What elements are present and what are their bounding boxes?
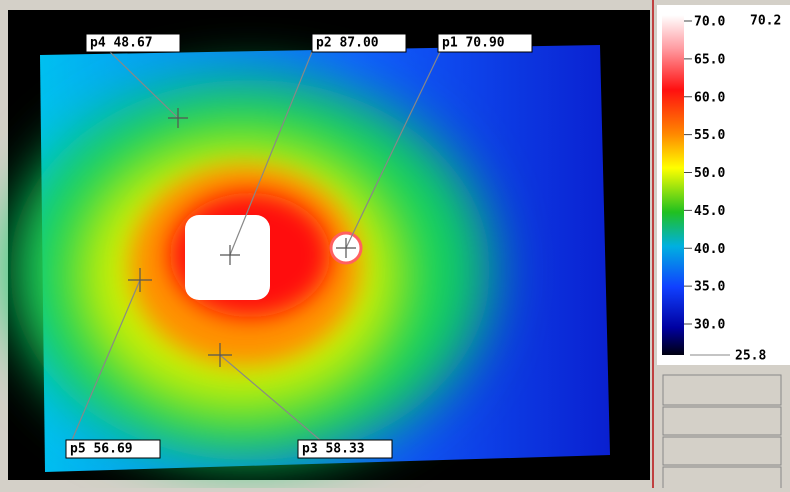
- info-box: [662, 436, 782, 466]
- info-boxes: [662, 374, 782, 492]
- crosshairs: [128, 108, 356, 367]
- crosshair: [168, 108, 188, 128]
- tick-label: 60.0: [694, 90, 725, 105]
- thermal-scene: [10, 45, 610, 472]
- label-box: [297, 439, 393, 459]
- tick-label: 30.0: [694, 318, 725, 333]
- leader-line: [229, 51, 313, 256]
- marker-label: p5 56.69: [70, 442, 133, 457]
- tick-label: 70.0: [694, 15, 725, 30]
- crosshair: [128, 268, 152, 292]
- marker-label: p2 87.00: [316, 36, 379, 51]
- leader-line: [71, 279, 141, 441]
- tick-label: 35.0: [694, 280, 725, 295]
- leader-line: [219, 354, 321, 441]
- crosshair: [208, 343, 232, 367]
- marker-labels: p4 48.67 p2 87.00 p1 70.90 p5 56.69 p3 5…: [65, 33, 533, 459]
- label-box: [311, 33, 407, 53]
- tick-label: 55.0: [694, 128, 725, 143]
- label-box: [437, 33, 533, 53]
- info-box: [662, 406, 782, 436]
- colorbar: [662, 15, 684, 355]
- marker-label: p1 70.90: [442, 36, 505, 51]
- hot-spot: [185, 215, 270, 300]
- crosshair: [220, 245, 240, 265]
- label-box: [65, 439, 161, 459]
- tick-label: 50.0: [694, 166, 725, 181]
- colorbar-ticks: 70.0 65.0 60.0 55.0 50.0 45.0 40.0 35.0 30.0: [684, 15, 725, 333]
- marker-label: p4 48.67: [90, 36, 153, 51]
- leader-line: [109, 51, 179, 119]
- info-box: [662, 374, 782, 406]
- leader-lines: [71, 51, 441, 441]
- info-box: [662, 466, 782, 492]
- crosshair: [336, 238, 356, 258]
- colorbar-min: 25.8: [735, 349, 766, 364]
- label-box: [85, 33, 181, 53]
- marker-label: p3 58.33: [302, 442, 365, 457]
- tick-label: 65.0: [694, 52, 725, 67]
- leader-line: [345, 51, 441, 249]
- colorbar-max: 70.2: [750, 14, 781, 29]
- tick-label: 40.0: [694, 242, 725, 257]
- tick-label: 45.0: [694, 204, 725, 219]
